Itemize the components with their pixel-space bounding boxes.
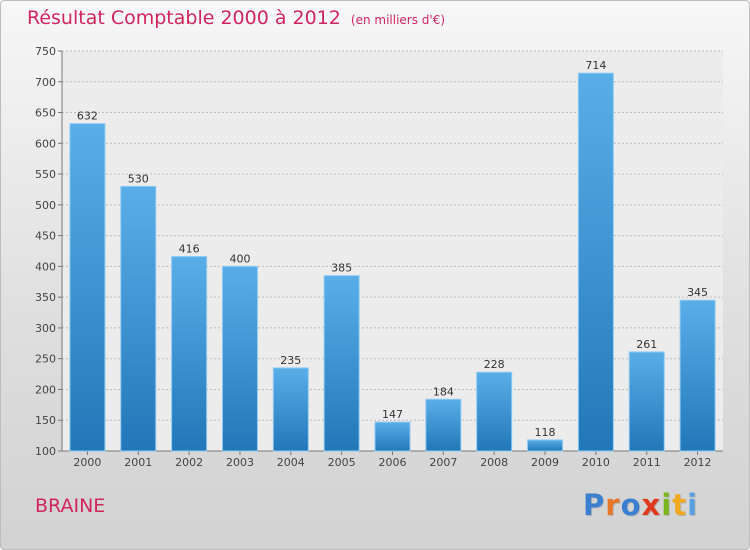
bar bbox=[527, 439, 564, 452]
proxiti-logo: Proxiti bbox=[583, 488, 698, 522]
logo-letter: i bbox=[661, 488, 673, 522]
x-tick-label: 2012 bbox=[684, 456, 712, 469]
bar-layer bbox=[69, 72, 716, 452]
y-tick-label: 500 bbox=[35, 199, 56, 212]
y-tick-label: 750 bbox=[35, 45, 56, 58]
chart-subtitle: (en milliers d'€) bbox=[350, 13, 446, 27]
bar bbox=[69, 123, 106, 452]
bar bbox=[679, 299, 716, 452]
x-tick-label: 2009 bbox=[531, 456, 559, 469]
data-label: 385 bbox=[331, 262, 352, 275]
bar bbox=[171, 256, 208, 452]
label-layer: 632 530 416 400 235 385 147 184 228 118 714 261 345 bbox=[77, 59, 708, 439]
bar bbox=[272, 367, 309, 452]
data-label: 235 bbox=[280, 354, 301, 367]
x-tick-label: 2005 bbox=[328, 456, 356, 469]
bar bbox=[425, 398, 462, 452]
x-tick-label: 2008 bbox=[480, 456, 508, 469]
city-name: BRAINE bbox=[35, 495, 106, 517]
bar bbox=[476, 371, 513, 452]
data-label: 632 bbox=[77, 110, 98, 123]
logo-letter: x bbox=[641, 488, 662, 522]
y-tick-label: 200 bbox=[35, 383, 56, 396]
x-tick-label: 2000 bbox=[73, 456, 101, 469]
bar bbox=[577, 72, 614, 452]
x-tick-label: 2006 bbox=[379, 456, 407, 469]
bar bbox=[221, 265, 258, 452]
plot-area bbox=[62, 51, 723, 451]
logo-letter: P bbox=[583, 488, 606, 522]
y-tick-label: 400 bbox=[35, 260, 56, 273]
data-label: 228 bbox=[484, 358, 505, 371]
y-tick-label: 150 bbox=[35, 414, 56, 427]
bar bbox=[628, 351, 665, 452]
axis-layer: 100 150 200 250 300 350 400 450 500 550 600 650 700 7… bbox=[35, 45, 723, 469]
y-tick-label: 650 bbox=[35, 107, 56, 120]
x-tick-label: 2007 bbox=[429, 456, 457, 469]
data-label: 118 bbox=[535, 426, 556, 439]
logo-letter: i bbox=[687, 488, 699, 522]
x-tick-label: 2004 bbox=[277, 456, 305, 469]
x-tick-label: 2011 bbox=[633, 456, 661, 469]
bar bbox=[323, 275, 360, 452]
bar bbox=[120, 185, 157, 452]
x-tick-label: 2001 bbox=[124, 456, 152, 469]
y-tick-label: 450 bbox=[35, 230, 56, 243]
y-tick-label: 250 bbox=[35, 353, 56, 366]
x-tick-label: 2003 bbox=[226, 456, 254, 469]
y-tick-label: 100 bbox=[35, 445, 56, 458]
y-tick-label: 700 bbox=[35, 76, 56, 89]
y-tick-label: 350 bbox=[35, 291, 56, 304]
grid-layer bbox=[62, 50, 723, 452]
logo-letter: t bbox=[672, 488, 688, 522]
y-tick-label: 300 bbox=[35, 322, 56, 335]
chart-title-block: Résultat Comptable 2000 à 2012 (en millie… bbox=[27, 7, 445, 29]
x-tick-label: 2010 bbox=[582, 456, 610, 469]
logo-letter: o bbox=[620, 488, 642, 522]
x-tick-label: 2002 bbox=[175, 456, 203, 469]
data-label: 530 bbox=[128, 172, 149, 185]
data-label: 416 bbox=[179, 243, 200, 256]
logo-letter: r bbox=[605, 488, 621, 522]
bar bbox=[374, 421, 411, 452]
y-tick-label: 550 bbox=[35, 168, 56, 181]
data-label: 345 bbox=[687, 286, 708, 299]
data-label: 714 bbox=[585, 59, 606, 72]
data-label: 261 bbox=[636, 338, 657, 351]
chart-title: Résultat Comptable 2000 à 2012 bbox=[27, 7, 341, 29]
data-label: 147 bbox=[382, 408, 403, 421]
data-label: 400 bbox=[229, 252, 250, 265]
y-tick-label: 600 bbox=[35, 137, 56, 150]
data-label: 184 bbox=[433, 385, 454, 398]
